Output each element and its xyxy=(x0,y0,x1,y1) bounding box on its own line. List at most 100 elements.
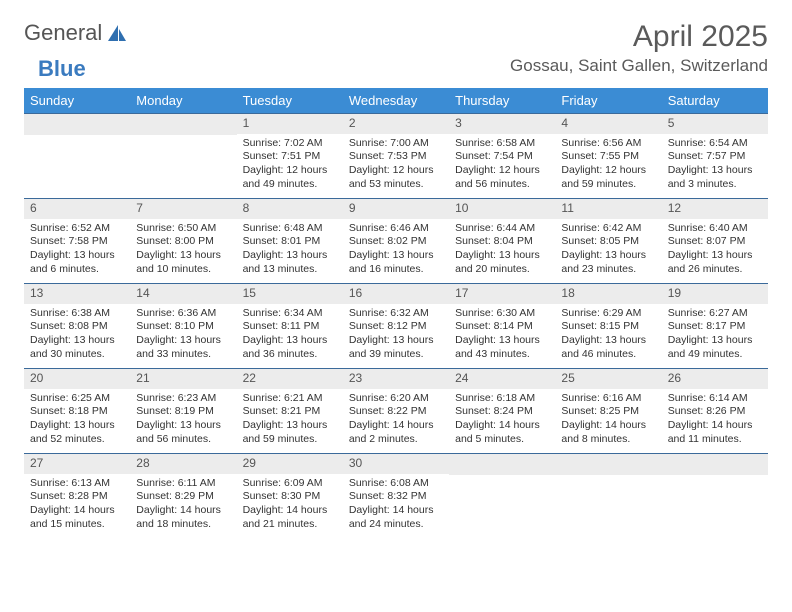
day-body: Sunrise: 6:30 AMSunset: 8:14 PMDaylight:… xyxy=(449,304,555,365)
sunset-text: Sunset: 7:57 PM xyxy=(668,150,762,164)
day-number: 15 xyxy=(237,284,343,304)
calendar-day-cell: 28Sunrise: 6:11 AMSunset: 8:29 PMDayligh… xyxy=(130,454,236,539)
day-body: Sunrise: 6:58 AMSunset: 7:54 PMDaylight:… xyxy=(449,134,555,195)
day-body: Sunrise: 6:09 AMSunset: 8:30 PMDaylight:… xyxy=(237,474,343,535)
sunset-text: Sunset: 8:11 PM xyxy=(243,320,337,334)
sunrise-text: Sunrise: 6:23 AM xyxy=(136,392,230,406)
day-body: Sunrise: 6:11 AMSunset: 8:29 PMDaylight:… xyxy=(130,474,236,535)
sunset-text: Sunset: 8:29 PM xyxy=(136,490,230,504)
day-body: Sunrise: 6:20 AMSunset: 8:22 PMDaylight:… xyxy=(343,389,449,450)
sunset-text: Sunset: 8:02 PM xyxy=(349,235,443,249)
daylight-text: Daylight: 13 hours and 52 minutes. xyxy=(30,419,124,446)
weekday-header: Wednesday xyxy=(343,88,449,114)
sunrise-text: Sunrise: 6:08 AM xyxy=(349,477,443,491)
day-number: 22 xyxy=(237,369,343,389)
daylight-text: Daylight: 13 hours and 46 minutes. xyxy=(561,334,655,361)
sunrise-text: Sunrise: 6:38 AM xyxy=(30,307,124,321)
daylight-text: Daylight: 12 hours and 49 minutes. xyxy=(243,164,337,191)
sunrise-text: Sunrise: 6:16 AM xyxy=(561,392,655,406)
day-body: Sunrise: 6:56 AMSunset: 7:55 PMDaylight:… xyxy=(555,134,661,195)
weekday-header: Friday xyxy=(555,88,661,114)
day-body: Sunrise: 6:48 AMSunset: 8:01 PMDaylight:… xyxy=(237,219,343,280)
sunrise-text: Sunrise: 6:52 AM xyxy=(30,222,124,236)
calendar-week-row: 27Sunrise: 6:13 AMSunset: 8:28 PMDayligh… xyxy=(24,454,768,539)
sunrise-text: Sunrise: 6:40 AM xyxy=(668,222,762,236)
calendar-week-row: 6Sunrise: 6:52 AMSunset: 7:58 PMDaylight… xyxy=(24,199,768,284)
calendar-day-cell: 24Sunrise: 6:18 AMSunset: 8:24 PMDayligh… xyxy=(449,369,555,454)
sunset-text: Sunset: 8:10 PM xyxy=(136,320,230,334)
sunset-text: Sunset: 8:08 PM xyxy=(30,320,124,334)
sunset-text: Sunset: 8:30 PM xyxy=(243,490,337,504)
month-title: April 2025 xyxy=(510,20,768,54)
daylight-text: Daylight: 13 hours and 39 minutes. xyxy=(349,334,443,361)
sunset-text: Sunset: 8:21 PM xyxy=(243,405,337,419)
sunset-text: Sunset: 8:18 PM xyxy=(30,405,124,419)
day-number: 11 xyxy=(555,199,661,219)
calendar-empty-cell xyxy=(130,114,236,199)
calendar-day-cell: 18Sunrise: 6:29 AMSunset: 8:15 PMDayligh… xyxy=(555,284,661,369)
calendar-day-cell: 3Sunrise: 6:58 AMSunset: 7:54 PMDaylight… xyxy=(449,114,555,199)
daylight-text: Daylight: 13 hours and 3 minutes. xyxy=(668,164,762,191)
calendar-day-cell: 25Sunrise: 6:16 AMSunset: 8:25 PMDayligh… xyxy=(555,369,661,454)
sunrise-text: Sunrise: 6:30 AM xyxy=(455,307,549,321)
sunset-text: Sunset: 7:51 PM xyxy=(243,150,337,164)
day-number: 28 xyxy=(130,454,236,474)
day-number: 21 xyxy=(130,369,236,389)
sunset-text: Sunset: 7:54 PM xyxy=(455,150,549,164)
sunset-text: Sunset: 7:55 PM xyxy=(561,150,655,164)
calendar-day-cell: 23Sunrise: 6:20 AMSunset: 8:22 PMDayligh… xyxy=(343,369,449,454)
day-body: Sunrise: 6:27 AMSunset: 8:17 PMDaylight:… xyxy=(662,304,768,365)
sunrise-text: Sunrise: 7:00 AM xyxy=(349,137,443,151)
day-number: 6 xyxy=(24,199,130,219)
day-body: Sunrise: 6:54 AMSunset: 7:57 PMDaylight:… xyxy=(662,134,768,195)
sunset-text: Sunset: 8:01 PM xyxy=(243,235,337,249)
sunset-text: Sunset: 8:19 PM xyxy=(136,405,230,419)
calendar-day-cell: 14Sunrise: 6:36 AMSunset: 8:10 PMDayligh… xyxy=(130,284,236,369)
sunset-text: Sunset: 8:12 PM xyxy=(349,320,443,334)
day-body: Sunrise: 6:13 AMSunset: 8:28 PMDaylight:… xyxy=(24,474,130,535)
day-body: Sunrise: 6:32 AMSunset: 8:12 PMDaylight:… xyxy=(343,304,449,365)
day-number: 18 xyxy=(555,284,661,304)
day-number: 29 xyxy=(237,454,343,474)
day-number: 19 xyxy=(662,284,768,304)
day-body: Sunrise: 6:52 AMSunset: 7:58 PMDaylight:… xyxy=(24,219,130,280)
day-number: 17 xyxy=(449,284,555,304)
day-body: Sunrise: 6:44 AMSunset: 8:04 PMDaylight:… xyxy=(449,219,555,280)
daylight-text: Daylight: 13 hours and 10 minutes. xyxy=(136,249,230,276)
sunset-text: Sunset: 8:24 PM xyxy=(455,405,549,419)
sunset-text: Sunset: 8:15 PM xyxy=(561,320,655,334)
daylight-text: Daylight: 14 hours and 24 minutes. xyxy=(349,504,443,531)
calendar-day-cell: 27Sunrise: 6:13 AMSunset: 8:28 PMDayligh… xyxy=(24,454,130,539)
calendar-day-cell: 15Sunrise: 6:34 AMSunset: 8:11 PMDayligh… xyxy=(237,284,343,369)
day-body: Sunrise: 6:34 AMSunset: 8:11 PMDaylight:… xyxy=(237,304,343,365)
day-number: 30 xyxy=(343,454,449,474)
weekday-header: Sunday xyxy=(24,88,130,114)
day-number: 3 xyxy=(449,114,555,134)
day-body: Sunrise: 6:14 AMSunset: 8:26 PMDaylight:… xyxy=(662,389,768,450)
day-number: 20 xyxy=(24,369,130,389)
calendar-day-cell: 12Sunrise: 6:40 AMSunset: 8:07 PMDayligh… xyxy=(662,199,768,284)
day-number: 9 xyxy=(343,199,449,219)
sunset-text: Sunset: 8:32 PM xyxy=(349,490,443,504)
sunset-text: Sunset: 8:04 PM xyxy=(455,235,549,249)
sunrise-text: Sunrise: 6:11 AM xyxy=(136,477,230,491)
weekday-header: Saturday xyxy=(662,88,768,114)
daylight-text: Daylight: 13 hours and 20 minutes. xyxy=(455,249,549,276)
sunset-text: Sunset: 8:25 PM xyxy=(561,405,655,419)
day-number: 5 xyxy=(662,114,768,134)
day-body: Sunrise: 6:38 AMSunset: 8:08 PMDaylight:… xyxy=(24,304,130,365)
calendar-header-row: SundayMondayTuesdayWednesdayThursdayFrid… xyxy=(24,88,768,114)
day-number: 13 xyxy=(24,284,130,304)
day-number xyxy=(130,114,236,135)
brand-logo: General xyxy=(24,20,132,46)
daylight-text: Daylight: 13 hours and 23 minutes. xyxy=(561,249,655,276)
daylight-text: Daylight: 14 hours and 5 minutes. xyxy=(455,419,549,446)
day-body: Sunrise: 6:18 AMSunset: 8:24 PMDaylight:… xyxy=(449,389,555,450)
sunrise-text: Sunrise: 6:25 AM xyxy=(30,392,124,406)
daylight-text: Daylight: 12 hours and 59 minutes. xyxy=(561,164,655,191)
day-number xyxy=(555,454,661,475)
calendar-body: 1Sunrise: 7:02 AMSunset: 7:51 PMDaylight… xyxy=(24,114,768,539)
sunset-text: Sunset: 8:22 PM xyxy=(349,405,443,419)
daylight-text: Daylight: 13 hours and 49 minutes. xyxy=(668,334,762,361)
daylight-text: Daylight: 13 hours and 36 minutes. xyxy=(243,334,337,361)
